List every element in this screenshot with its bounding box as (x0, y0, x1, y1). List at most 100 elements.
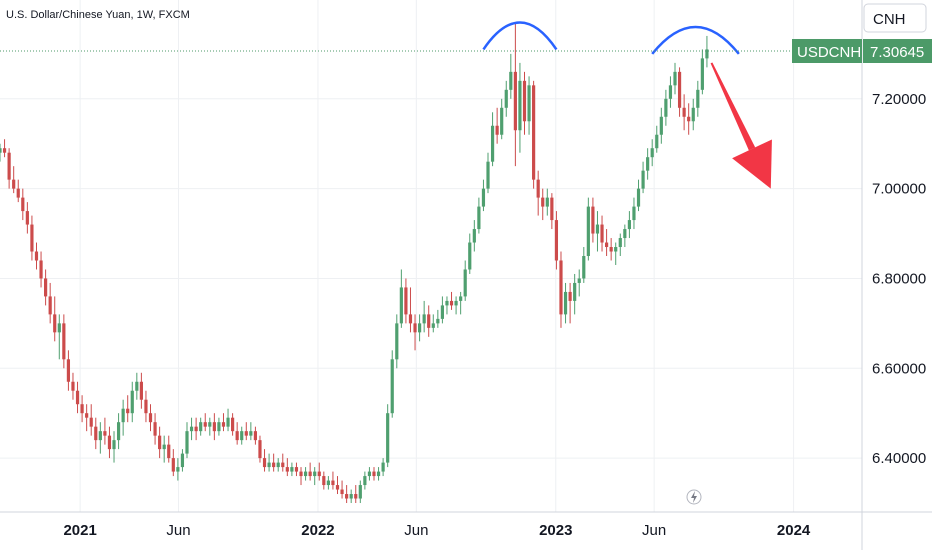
candle (212, 413, 216, 441)
candle (696, 80, 700, 117)
candle (614, 242, 618, 265)
candle (221, 413, 226, 432)
candle (381, 458, 385, 477)
candle (586, 197, 590, 261)
price-tick-label: 7.20000 (872, 91, 926, 108)
candle (668, 76, 673, 108)
candle (376, 467, 381, 481)
candle (240, 426, 244, 445)
candle (34, 242, 39, 270)
candle (623, 224, 627, 248)
candle (203, 413, 207, 432)
candle (490, 112, 495, 167)
candle (440, 296, 444, 324)
price-axis[interactable]: 7.20000 7.00000 6.80000 6.60000 6.40000 (872, 91, 926, 467)
candle (468, 233, 472, 274)
candle (335, 476, 340, 495)
candle (66, 350, 71, 391)
candle (112, 431, 116, 463)
candle (627, 211, 631, 239)
price-tick-label: 6.80000 (872, 270, 926, 287)
candle (322, 471, 326, 490)
candle (422, 300, 426, 333)
time-tick-label: Jun (642, 522, 666, 539)
candle (267, 453, 271, 472)
grid (0, 0, 862, 512)
candle (253, 426, 258, 445)
candle (632, 197, 636, 230)
candle (162, 435, 166, 463)
time-tick-label: Jun (166, 522, 190, 539)
candle (655, 125, 659, 153)
candle (226, 408, 230, 432)
candle (700, 49, 704, 95)
candle (158, 426, 162, 459)
candle (659, 107, 663, 144)
candle (308, 462, 312, 481)
candle (153, 413, 157, 445)
candle (705, 35, 709, 68)
candle (30, 215, 34, 261)
annotations (482, 21, 772, 189)
price-tick-label: 7.00000 (872, 181, 926, 198)
candle (550, 193, 554, 230)
candle (317, 462, 321, 481)
lightning-icon[interactable] (686, 489, 702, 505)
candle (103, 417, 107, 445)
candle (495, 107, 499, 144)
candle (463, 260, 467, 301)
candle (573, 273, 577, 315)
candle (449, 291, 454, 310)
candle (276, 458, 280, 472)
candle (431, 314, 435, 333)
candle (235, 422, 239, 445)
candle (340, 480, 344, 499)
candle (107, 426, 112, 459)
candle (53, 296, 57, 342)
candle (139, 372, 143, 409)
candle (244, 422, 248, 441)
candle (650, 139, 654, 167)
time-tick-label: 2021 (63, 522, 96, 539)
candle (646, 148, 650, 180)
candle (7, 148, 11, 189)
candle (262, 449, 267, 472)
candle (294, 462, 299, 477)
candle (313, 467, 317, 486)
candle (94, 417, 98, 450)
candle (418, 314, 422, 342)
candle (39, 251, 43, 288)
candle (687, 103, 691, 135)
candle (231, 413, 235, 436)
candle (413, 314, 417, 351)
candle (303, 467, 308, 481)
currency-box[interactable]: CNH (863, 3, 927, 33)
candle (349, 489, 353, 504)
candle (281, 453, 285, 472)
candle (199, 417, 203, 436)
candle (427, 305, 431, 337)
candle (176, 458, 180, 481)
candle (477, 197, 481, 234)
candle (390, 350, 394, 418)
candle (290, 462, 294, 477)
candle (185, 422, 189, 459)
candle (404, 278, 408, 324)
candle (0, 143, 2, 162)
price-tick-label: 6.40000 (872, 450, 926, 467)
candle (285, 458, 289, 477)
candle (595, 211, 600, 252)
candle (44, 269, 48, 306)
candle (577, 269, 581, 297)
candle (25, 202, 29, 234)
candle (85, 404, 89, 432)
candle (395, 314, 399, 369)
time-tick-label: Jun (404, 522, 428, 539)
candle (481, 179, 486, 212)
candle (486, 152, 490, 194)
candle (673, 62, 677, 95)
candle (500, 98, 504, 140)
candle (664, 89, 668, 126)
time-axis[interactable]: 2021 Jun 2022 Jun 2023 Jun 2024 (63, 522, 810, 539)
